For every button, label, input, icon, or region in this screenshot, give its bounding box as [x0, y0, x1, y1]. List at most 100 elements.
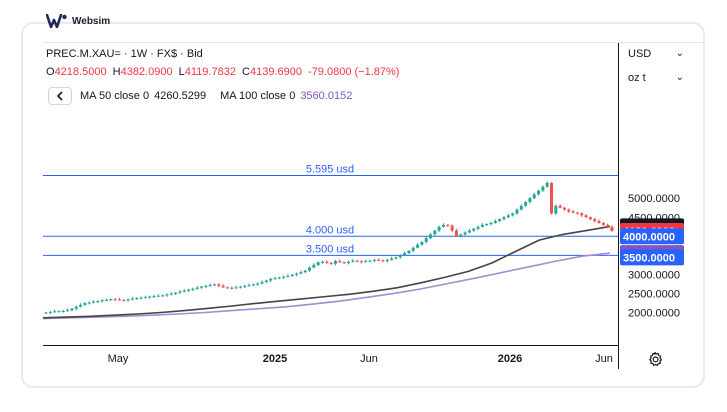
candle-body	[372, 259, 376, 261]
candle-body	[338, 261, 342, 263]
ma100-label[interactable]: MA 100 close 0	[220, 90, 296, 102]
candle-body	[333, 261, 337, 264]
collapse-legend-button[interactable]	[48, 87, 72, 105]
candle-body	[139, 297, 143, 299]
candle-body	[208, 285, 212, 287]
x-tick-label: 2025	[263, 353, 287, 365]
candle-body	[130, 298, 134, 300]
candle-body	[234, 287, 238, 289]
chevron-down-icon: ⌄	[675, 72, 684, 83]
candle-body	[191, 288, 195, 290]
header-divider	[43, 42, 704, 43]
candle-body	[416, 244, 420, 248]
candle-body	[424, 238, 428, 243]
candle-body	[104, 299, 108, 301]
candle-body	[394, 257, 398, 259]
candle-body	[230, 287, 234, 289]
brand-logo: Websim	[46, 14, 110, 28]
price-label-badge	[620, 228, 684, 245]
candle-body	[385, 259, 389, 262]
horizontal-level-label: 5.595 usd	[306, 164, 354, 176]
candle-body	[368, 260, 372, 262]
candle-body	[79, 304, 83, 307]
candle-body	[329, 262, 333, 264]
candle-body	[524, 202, 528, 206]
candle-body	[537, 190, 541, 195]
candle-body	[96, 301, 100, 303]
candle-body	[351, 260, 355, 262]
x-tick-label: Jun	[360, 353, 378, 365]
chevron-down-icon: ⌄	[675, 48, 684, 59]
settings-gear-icon[interactable]	[647, 351, 663, 367]
ma100-value: 3560.0152	[300, 90, 353, 102]
candle-body	[57, 311, 61, 313]
candle-body	[143, 297, 147, 299]
candle-body	[571, 211, 575, 213]
candle-body	[126, 299, 130, 301]
candle-body	[584, 215, 588, 218]
y-tick-label: 2500.0000	[628, 288, 680, 300]
candle-body	[342, 262, 346, 264]
candle-body	[398, 255, 402, 258]
candle-body	[459, 234, 463, 237]
unit-value: oz t	[628, 72, 646, 84]
candle-body	[467, 230, 471, 233]
close-value: 4139.6900	[249, 66, 302, 78]
candle-body	[303, 270, 307, 273]
candle-body	[122, 299, 126, 301]
candle-body	[450, 225, 454, 231]
candle-body	[597, 221, 601, 223]
candle-body	[260, 282, 264, 284]
candle-body	[273, 278, 277, 280]
candle-body	[87, 302, 91, 304]
candle-body	[575, 212, 579, 214]
close-label: C	[242, 66, 250, 78]
open-label: O	[46, 66, 55, 78]
ma50-label[interactable]: MA 50 close 0	[80, 90, 150, 102]
candle-body	[580, 213, 584, 216]
candle-body	[74, 306, 78, 309]
price-label-text: 3500.0000	[623, 252, 675, 264]
candle-body	[92, 301, 96, 303]
candle-body	[148, 296, 152, 298]
candle-body	[519, 205, 523, 210]
candle-body	[195, 287, 199, 289]
candle-body	[174, 292, 178, 294]
ohlc-legend: O4218.5000 H4382.0900 L4119.7832 C4139.6…	[46, 66, 402, 78]
chevron-left-icon	[56, 91, 63, 101]
candle-body	[221, 285, 225, 288]
unit-dropdown[interactable]: oz t ⌄	[628, 72, 684, 84]
candle-body	[359, 261, 363, 263]
high-label: H	[112, 66, 121, 78]
candle-body	[53, 311, 57, 313]
low-value: 4119.7832	[184, 66, 236, 78]
candle-body	[161, 295, 165, 297]
candle-body	[515, 209, 519, 214]
candle-body	[44, 312, 48, 314]
candle-body	[290, 274, 294, 276]
candle-body	[463, 232, 467, 235]
candle-body	[325, 261, 329, 263]
symbol-title[interactable]: PREC.M.XAU= · 1W · FX$ · Bid	[46, 48, 203, 60]
candle-body	[48, 311, 52, 313]
y-tick-label: 3000.0000	[628, 269, 680, 281]
ma50-line	[42, 225, 611, 319]
candle-body	[493, 221, 497, 223]
currency-dropdown[interactable]: USD ⌄	[628, 48, 684, 60]
candle-body	[429, 234, 433, 239]
candle-body	[286, 275, 290, 277]
candle-body	[83, 302, 87, 305]
candle-body	[606, 224, 610, 227]
candle-body	[152, 296, 156, 298]
candle-body	[213, 284, 217, 286]
candle-body	[498, 219, 502, 222]
horizontal-level-label: 3.500 usd	[306, 243, 354, 255]
open-value: 4218.5000	[54, 66, 107, 78]
candle-body	[502, 217, 506, 220]
ma50-value: 4260.5299	[154, 90, 207, 102]
candle-body	[156, 295, 160, 297]
price-label-badge	[620, 249, 684, 266]
candle-body	[441, 224, 445, 227]
candle-body	[277, 277, 281, 279]
